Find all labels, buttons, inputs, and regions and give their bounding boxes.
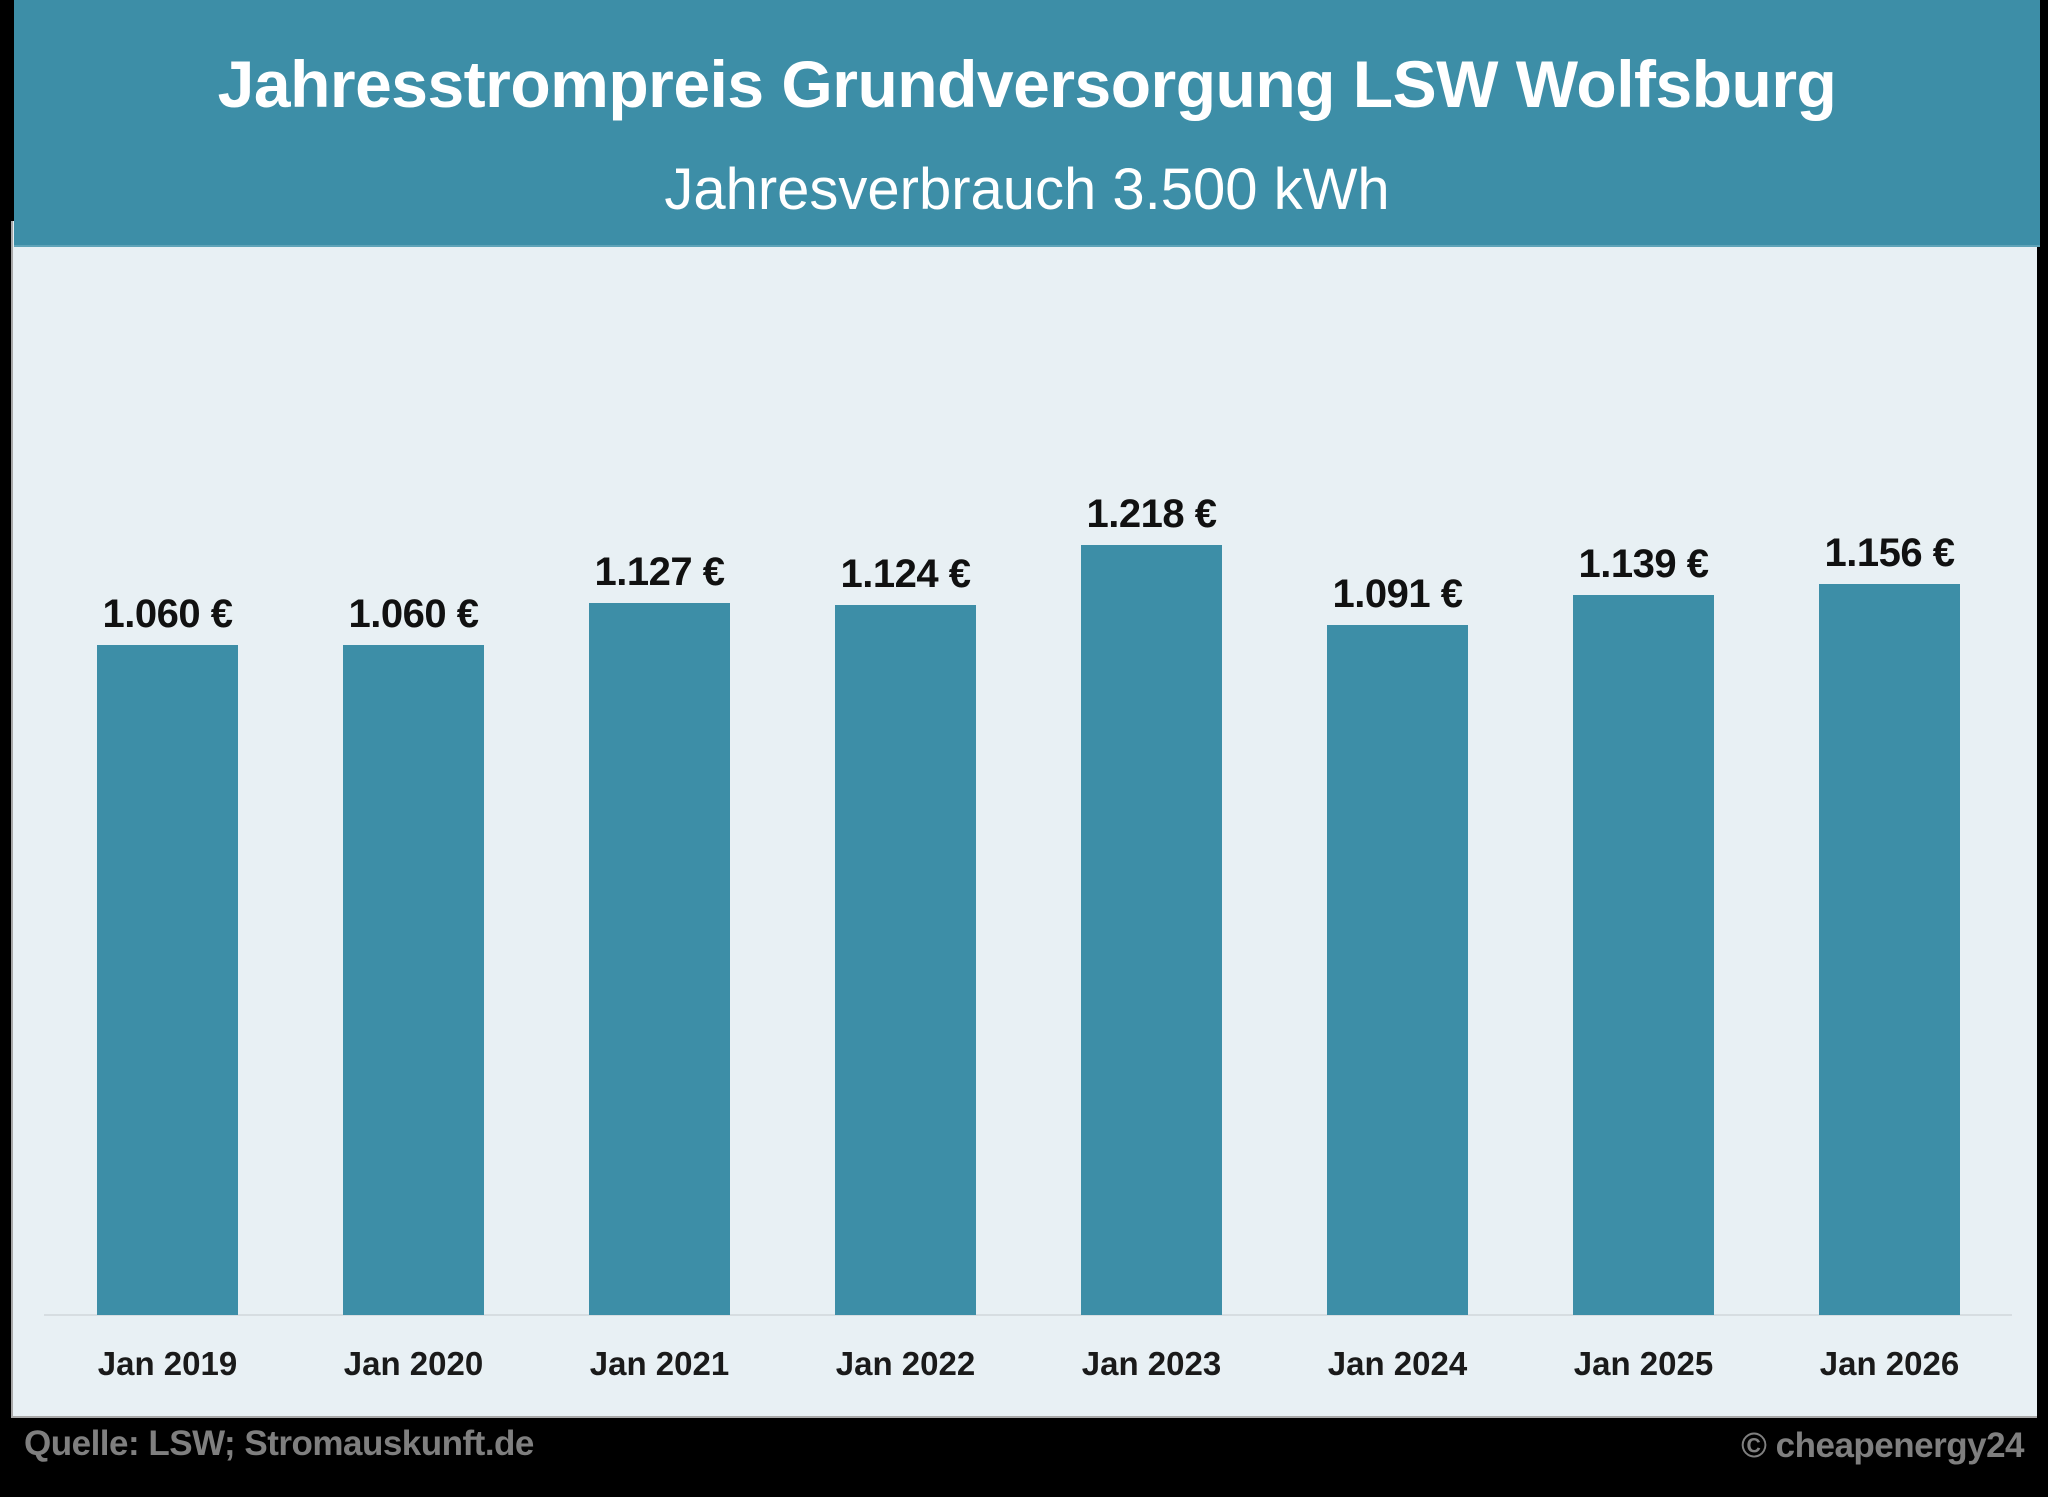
chart-subtitle: Jahresverbrauch 3.500 kWh [664, 157, 1390, 222]
bar [1327, 625, 1468, 1315]
bar-value-label: 1.218 € [1086, 492, 1217, 536]
bar [343, 645, 484, 1315]
x-axis-tick-label: Jan 2022 [835, 1345, 976, 1382]
x-axis-tick-label: Jan 2020 [343, 1345, 484, 1382]
x-axis-tick-label: Jan 2025 [1573, 1345, 1714, 1382]
bar-value-label: 1.127 € [594, 550, 725, 594]
bar-value-label: 1.156 € [1824, 531, 1955, 575]
bar [1819, 584, 1960, 1315]
chart-header: Jahresstrompreis Grundversorgung LSW Wol… [14, 0, 2040, 247]
bar-value-label: 1.060 € [102, 592, 233, 636]
bar [97, 645, 238, 1315]
x-axis-tick-label: Jan 2021 [589, 1345, 730, 1382]
source-note: Quelle: LSW; Stromauskunft.de [24, 1424, 534, 1463]
bar [1573, 595, 1714, 1315]
bar-value-label: 1.060 € [348, 592, 479, 636]
copyright-note: © cheapenergy24 [1741, 1426, 2024, 1465]
bar-value-label: 1.139 € [1578, 542, 1709, 586]
x-axis-tick-label: Jan 2024 [1327, 1345, 1468, 1382]
bar-value-label: 1.091 € [1332, 572, 1463, 616]
bar [835, 605, 976, 1315]
x-axis-tick-label: Jan 2026 [1819, 1345, 1960, 1382]
x-axis-tick-label: Jan 2023 [1081, 1345, 1222, 1382]
bar [1081, 545, 1222, 1315]
x-axis-line [44, 1314, 2012, 1316]
bar-value-label: 1.124 € [840, 552, 971, 596]
chart-title: Jahresstrompreis Grundversorgung LSW Wol… [217, 47, 1837, 121]
bar [589, 603, 730, 1315]
x-axis-tick-label: Jan 2019 [97, 1345, 238, 1382]
